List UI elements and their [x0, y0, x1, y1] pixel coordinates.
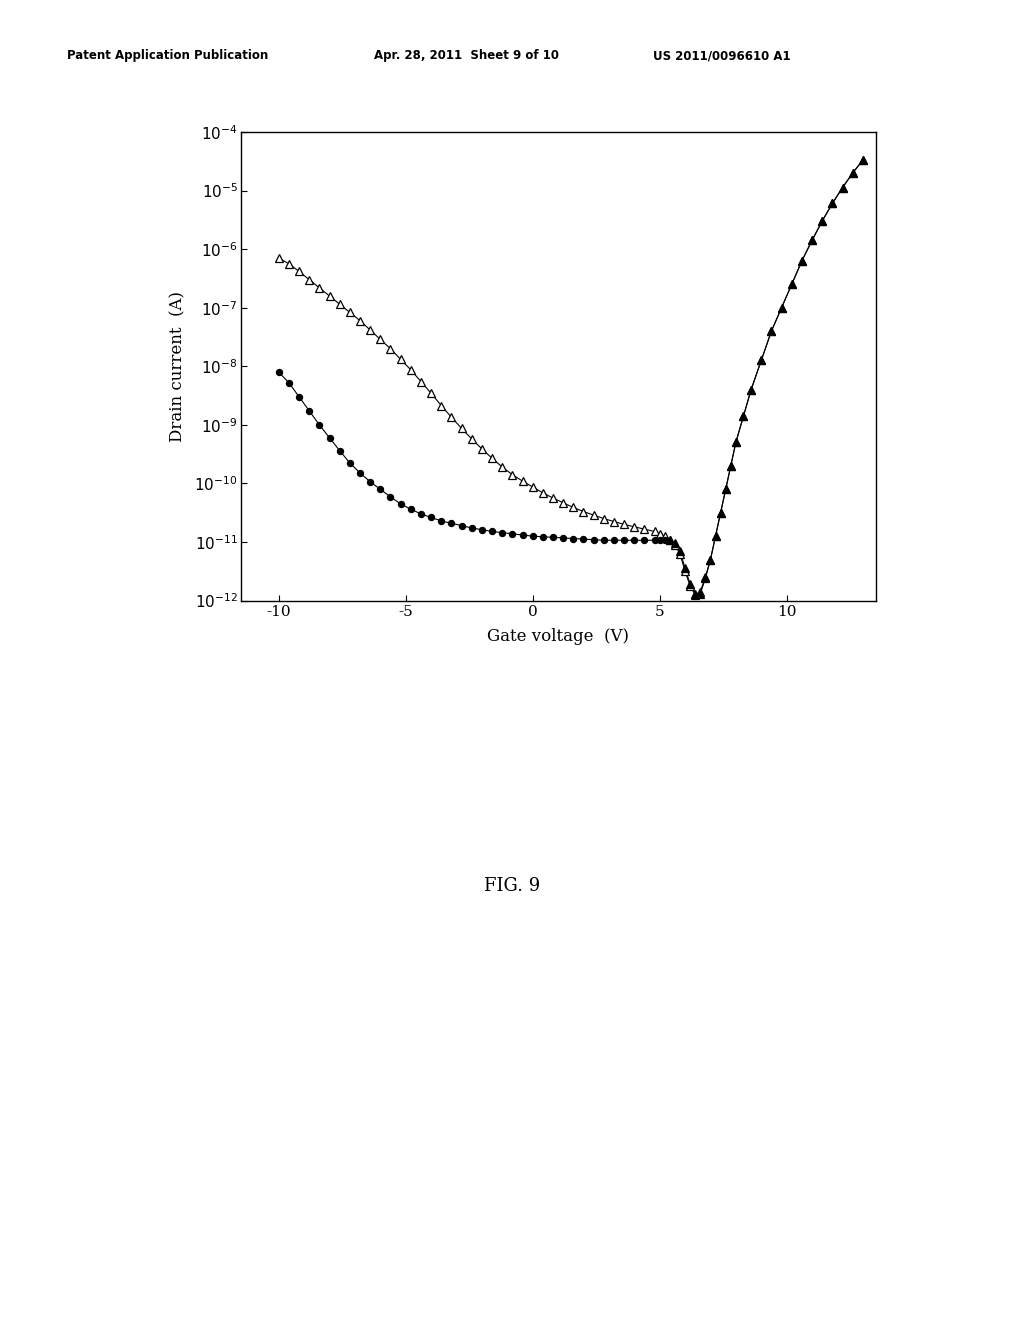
Text: Apr. 28, 2011  Sheet 9 of 10: Apr. 28, 2011 Sheet 9 of 10	[374, 49, 559, 62]
Y-axis label: Drain current  (A): Drain current (A)	[169, 290, 186, 442]
Text: Patent Application Publication: Patent Application Publication	[67, 49, 268, 62]
X-axis label: Gate voltage  (V): Gate voltage (V)	[487, 628, 629, 644]
Text: US 2011/0096610 A1: US 2011/0096610 A1	[653, 49, 791, 62]
Text: FIG. 9: FIG. 9	[484, 876, 540, 895]
